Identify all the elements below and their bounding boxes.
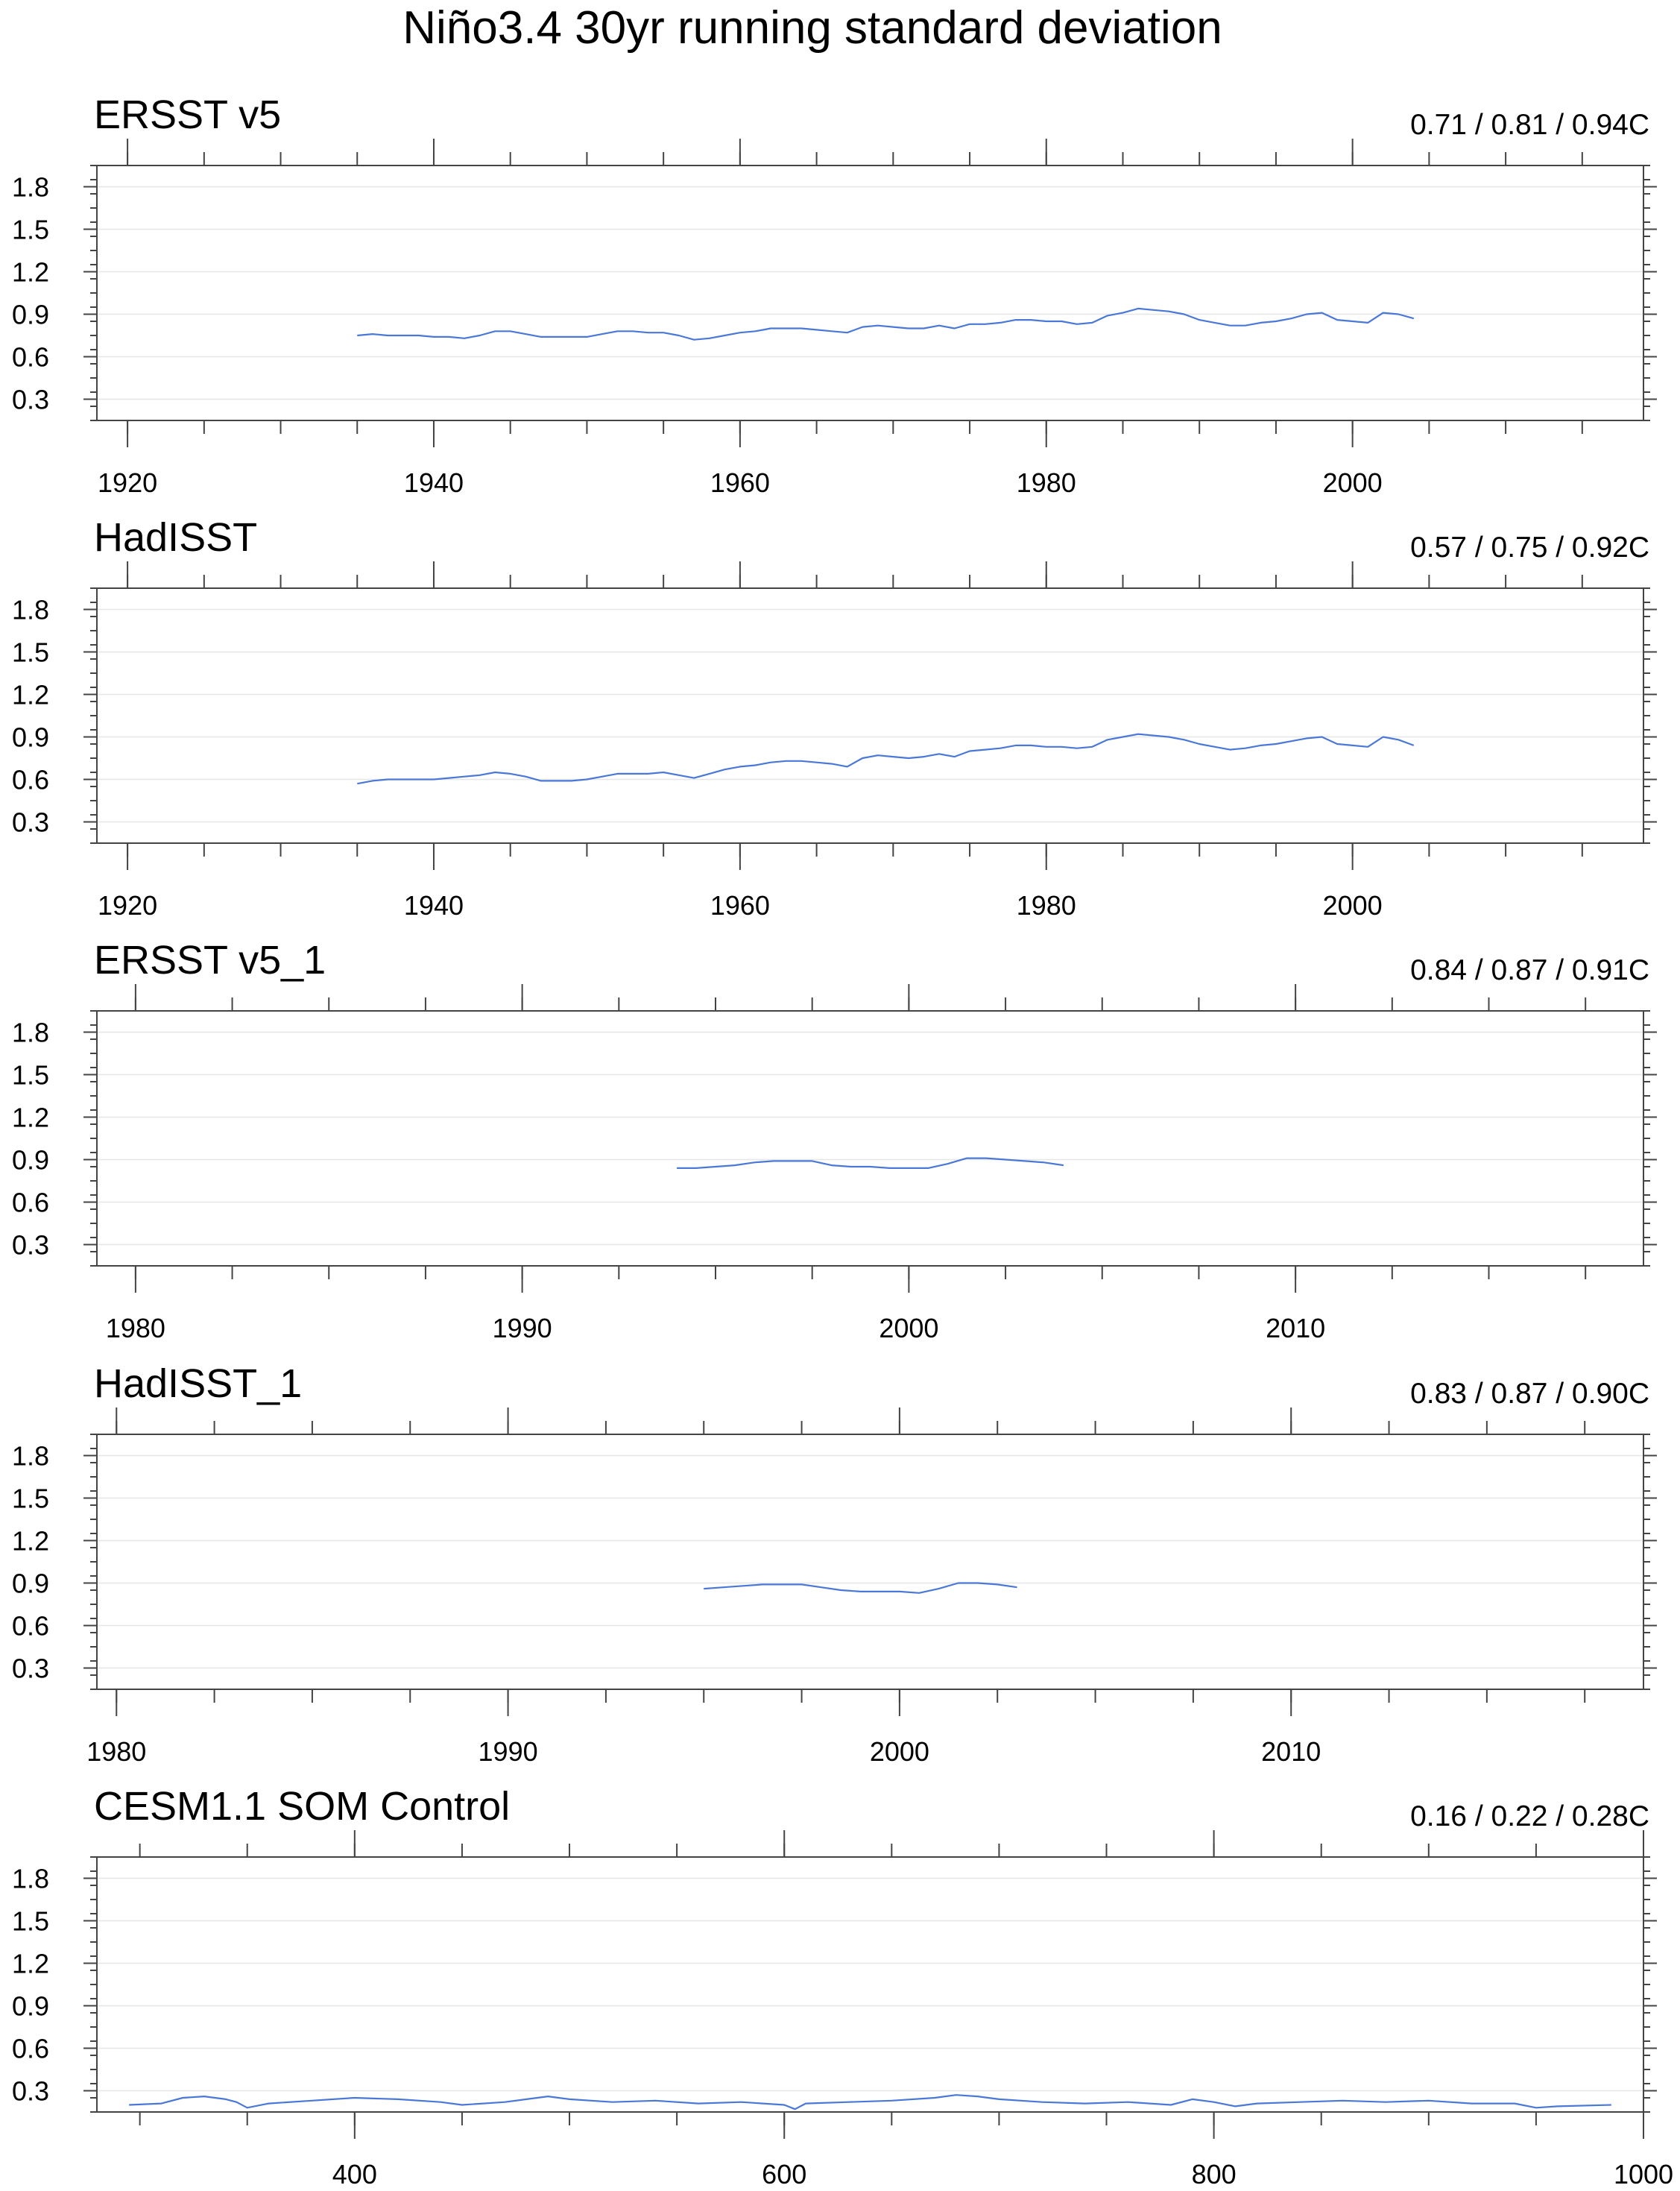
y-tick-label: 1.8: [12, 172, 49, 203]
series-line: [677, 1157, 1064, 1170]
panel-title: CESM1.1 SOM Control: [94, 1784, 510, 1829]
x-tick-label: 400: [332, 2159, 377, 2190]
y-tick-label: 0.3: [12, 385, 49, 415]
x-tick-label: 1980: [1017, 890, 1076, 921]
y-tick-label: 1.8: [12, 1864, 49, 1894]
y-tick-label: 0.6: [12, 1611, 49, 1642]
chart-panel-3: ERSST v5_1 0.84 / 0.87 / 0.91C 0.3 0.6 0.9 1.…: [12, 938, 1657, 1343]
x-tick-label: 2000: [1323, 890, 1383, 921]
y-tick-label: 1.8: [12, 1441, 49, 1472]
plot-frame: [96, 165, 1644, 421]
y-tick-label: 1.5: [12, 1060, 49, 1091]
plot-frame: [96, 1434, 1644, 1690]
panel-stats: 0.57 / 0.75 / 0.92C: [1410, 532, 1649, 564]
y-tick-label: 1.2: [12, 1526, 49, 1557]
x-tick-label: 1990: [493, 1313, 552, 1343]
y-tick-label: 0.9: [12, 1145, 49, 1176]
y-tick-label: 1.2: [12, 1103, 49, 1133]
panel-stats: 0.71 / 0.81 / 0.94C: [1410, 109, 1649, 141]
plot-frame: [96, 1010, 1644, 1267]
panel-stats: 0.83 / 0.87 / 0.90C: [1410, 1378, 1649, 1410]
y-tick-label: 1.5: [12, 1484, 49, 1514]
y-tick-label: 1.5: [12, 215, 49, 245]
y-tick-label: 1.2: [12, 1949, 49, 1979]
x-tick-label: 1940: [404, 467, 464, 498]
x-tick-label: 2000: [879, 1313, 938, 1343]
x-tick-label: 1940: [404, 890, 464, 921]
y-tick-label: 0.6: [12, 765, 49, 795]
y-tick-label: 0.9: [12, 722, 49, 753]
panel-title: HadISST: [94, 515, 257, 560]
y-tick-label: 0.9: [12, 1569, 49, 1599]
x-tick-label: 1980: [106, 1313, 165, 1343]
x-tick-label: 2010: [1266, 1313, 1325, 1343]
panel-stats: 0.16 / 0.22 / 0.28C: [1410, 1800, 1649, 1832]
series-line: [357, 307, 1415, 341]
y-tick-label: 0.3: [12, 2076, 49, 2107]
y-tick-label: 1.2: [12, 257, 49, 288]
x-tick-label: 1960: [710, 890, 770, 921]
x-tick-label: 1000: [1614, 2159, 1673, 2190]
y-tick-label: 1.2: [12, 680, 49, 710]
x-tick-label: 1980: [86, 1736, 146, 1767]
series-line: [129, 2094, 1611, 2110]
y-tick-label: 1.5: [12, 1906, 49, 1937]
chart-panel-4: HadISST_1 0.83 / 0.87 / 0.90C 0.3 0.6 0.9 1.2…: [12, 1361, 1657, 1767]
y-tick-label: 1.5: [12, 637, 49, 668]
plot-frame: [96, 1856, 1644, 2113]
plot-frame: [96, 587, 1644, 844]
chart-panel-1: ERSST v5 0.71 / 0.81 / 0.94C 0.3 0.6 0.9 1.2 1…: [12, 92, 1657, 498]
x-tick-label: 2000: [870, 1736, 929, 1767]
panel-title: ERSST v5: [94, 92, 281, 137]
y-tick-label: 0.6: [12, 342, 49, 373]
y-tick-label: 0.3: [12, 1654, 49, 1684]
chart-panel-5: CESM1.1 SOM Control 0.16 / 0.22 / 0.28C 0.…: [12, 1784, 1673, 2190]
y-tick-label: 0.9: [12, 1991, 49, 2022]
panel-title: HadISST_1: [94, 1361, 302, 1406]
panel-stats: 0.84 / 0.87 / 0.91C: [1410, 954, 1649, 986]
y-tick-label: 0.3: [12, 1230, 49, 1261]
y-tick-label: 0.6: [12, 1188, 49, 1218]
x-tick-label: 800: [1192, 2159, 1237, 2190]
series-line: [357, 733, 1415, 785]
chart-panels: ERSST v5 0.71 / 0.81 / 0.94C 0.3 0.6 0.9 1.2 1…: [12, 92, 1673, 2190]
panel-title: ERSST v5_1: [94, 938, 326, 983]
series-line: [704, 1582, 1017, 1594]
x-tick-label: 2000: [1323, 467, 1383, 498]
x-tick-label: 1980: [1017, 467, 1076, 498]
x-tick-label: 2010: [1261, 1736, 1321, 1767]
figure-title: Niño3.4 30yr running standard deviation: [402, 2, 1222, 54]
y-tick-label: 0.9: [12, 300, 49, 330]
y-tick-label: 0.3: [12, 807, 49, 838]
x-tick-label: 600: [762, 2159, 806, 2190]
chart-panel-2: HadISST 0.57 / 0.75 / 0.92C 0.3 0.6 0.9 1.2 1.…: [12, 515, 1657, 921]
x-tick-label: 1920: [98, 890, 157, 921]
y-tick-label: 0.6: [12, 2034, 49, 2064]
y-tick-label: 1.8: [12, 1018, 49, 1048]
x-tick-label: 1920: [98, 467, 157, 498]
x-tick-label: 1990: [479, 1736, 538, 1767]
x-tick-label: 1960: [710, 467, 770, 498]
y-tick-label: 1.8: [12, 595, 49, 625]
